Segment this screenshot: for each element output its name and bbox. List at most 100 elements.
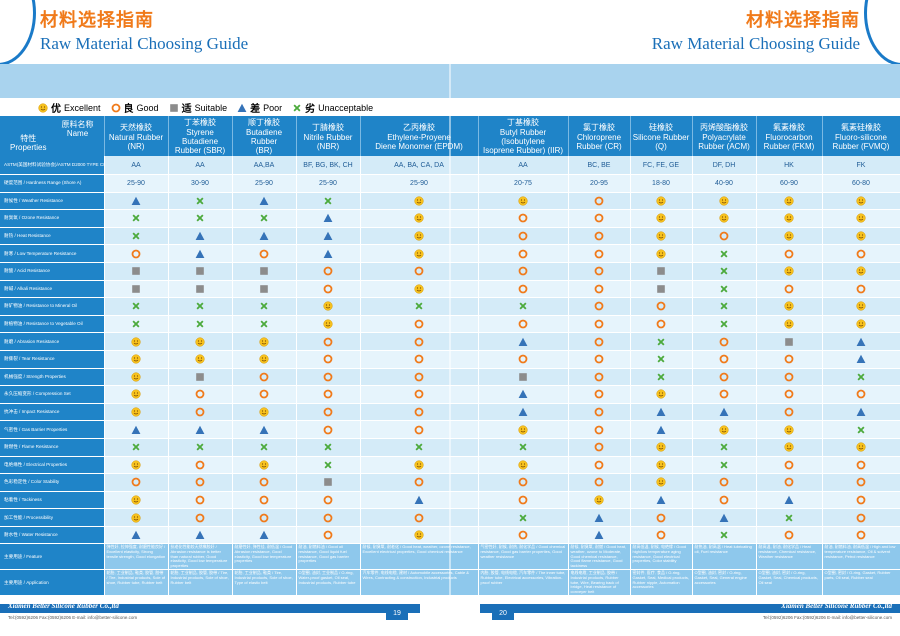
- square-icon: [196, 373, 204, 381]
- rating-cell: [692, 385, 757, 404]
- rating-cell: [168, 508, 233, 527]
- cross-icon: [519, 302, 527, 310]
- smiley-icon: [656, 213, 666, 224]
- rating-cell: [756, 297, 823, 316]
- smiley-icon: [414, 460, 424, 470]
- description-cell: 耐油, 耐燃料油 / Good oil resistance, Good liq…: [296, 543, 361, 571]
- rating-cell: [756, 192, 823, 211]
- legend-label-cn: 优: [51, 104, 61, 115]
- circle-icon: [323, 354, 333, 364]
- cross-icon: [415, 302, 423, 310]
- property-row: 耐磨 / Abrasion Resistance: [0, 332, 900, 351]
- rating-cell: [296, 209, 361, 228]
- corner-material-en: Name: [66, 129, 89, 138]
- page-fold-divider: [449, 60, 451, 605]
- rating-cell: [104, 332, 169, 351]
- smiley-icon: [594, 495, 604, 505]
- rating-cell: [104, 456, 169, 475]
- rating-cell: [232, 297, 297, 316]
- property-label: 抗冲击 / Impact Resistance: [0, 403, 105, 422]
- rating-cell: [232, 473, 297, 492]
- material-name-en2: (NBR): [316, 141, 340, 151]
- rating-cell: [232, 244, 297, 263]
- rating-cell: [822, 491, 900, 510]
- material-table-container: 原料名称 Name 特性 Properties 天然橡胶 Natural Rubber…: [0, 116, 900, 597]
- material-name-en1: Ethylene-Proyene: [387, 132, 451, 142]
- circle-icon: [518, 354, 528, 364]
- rating-cell: [478, 315, 569, 334]
- rating-cell: [630, 192, 693, 211]
- rating-cell: [692, 192, 757, 211]
- smiley-icon: [323, 319, 333, 329]
- table-cell: AA: [104, 156, 169, 175]
- hardness-row: 硬度范围 / Hardness Range (Shore A) 25-90 30-9…: [0, 174, 900, 193]
- rating-cell: [822, 332, 900, 351]
- material-name-cn: 丁基橡胶: [507, 118, 539, 127]
- property-label: 耐撕裂 / Tear Resistance: [0, 350, 105, 369]
- property-label: 耐燃性 / Flame Resistance: [0, 438, 105, 457]
- circle-icon: [656, 302, 666, 311]
- cross-icon: [720, 461, 728, 469]
- footer-bar-right: [480, 604, 900, 613]
- description-cell: O型圈, 油封, 密封 / O-ring, Gasket, Seal, Chem…: [756, 569, 823, 597]
- smiley-icon: [856, 442, 866, 452]
- rating-cell: [568, 473, 631, 492]
- cross-icon: [132, 214, 140, 222]
- property-label: 机械强度 / Strength Properties: [0, 368, 105, 387]
- square-icon: [132, 285, 140, 293]
- smiley-icon: [856, 301, 866, 312]
- rating-cell: [568, 244, 631, 263]
- smiley-icon: [656, 249, 666, 259]
- rating-cell: [630, 280, 693, 299]
- rating-cell: [630, 473, 693, 492]
- triangle-icon: [414, 495, 424, 504]
- description-cell: 耐候, 耐臭氧, 耐老化 / Good heat, weather, ozone…: [360, 543, 479, 571]
- circle-icon: [259, 477, 269, 487]
- circle-icon: [594, 477, 604, 487]
- rating-cell: [478, 473, 569, 492]
- rating-cell: [568, 526, 631, 545]
- smiley-icon: [784, 266, 794, 276]
- rating-cell: [756, 385, 823, 404]
- property-row: 机械强度 / Strength Properties: [0, 368, 900, 387]
- rating-cell: [168, 438, 233, 457]
- circle-icon: [594, 196, 604, 206]
- rating-cell: [104, 315, 169, 334]
- square-icon: [260, 267, 268, 276]
- circle-icon: [594, 231, 604, 241]
- material-name-cn: 氯丁橡胶: [583, 122, 615, 132]
- rating-cell: [478, 385, 569, 404]
- rating-cell: [296, 315, 361, 334]
- property-label: 耐臭氧 / Ozone Resistance: [0, 209, 105, 228]
- rating-cell: [296, 332, 361, 351]
- property-label: 耐寒 / Low Temperature Resistance: [0, 244, 105, 263]
- rating-cell: [630, 420, 693, 439]
- rating-cell: [630, 297, 693, 316]
- rating-cell: [360, 227, 479, 246]
- rating-cell: [692, 244, 757, 263]
- triangle-icon: [518, 390, 528, 399]
- property-row: 耐植物油 / Resistance to Vegetable Oil: [0, 315, 900, 334]
- rating-cell: [168, 491, 233, 510]
- table-cell: 25-90: [232, 174, 297, 193]
- triangle-icon: [719, 513, 729, 522]
- rating-cell: [104, 385, 169, 404]
- square-icon: [260, 285, 268, 293]
- circle-icon: [414, 477, 424, 487]
- rating-cell: [168, 420, 233, 439]
- square-icon: [132, 267, 140, 276]
- rating-cell: [478, 456, 569, 475]
- corner-material-cn: 原料名称: [61, 120, 94, 129]
- cross-icon: [196, 320, 204, 328]
- rating-cell: [822, 280, 900, 299]
- rating-cell: [232, 368, 297, 387]
- rating-cell: [568, 315, 631, 334]
- triangle-icon: [259, 425, 269, 434]
- rating-cell: [232, 526, 297, 545]
- triangle-icon: [518, 337, 528, 346]
- rating-cell: [478, 350, 569, 369]
- description-cell: 抗老化性能较天然橡胶好 / Abrasion resistance is bet…: [168, 543, 233, 571]
- rating-cell: [822, 368, 900, 387]
- cross-icon: [324, 197, 332, 205]
- rating-cell: [104, 297, 169, 316]
